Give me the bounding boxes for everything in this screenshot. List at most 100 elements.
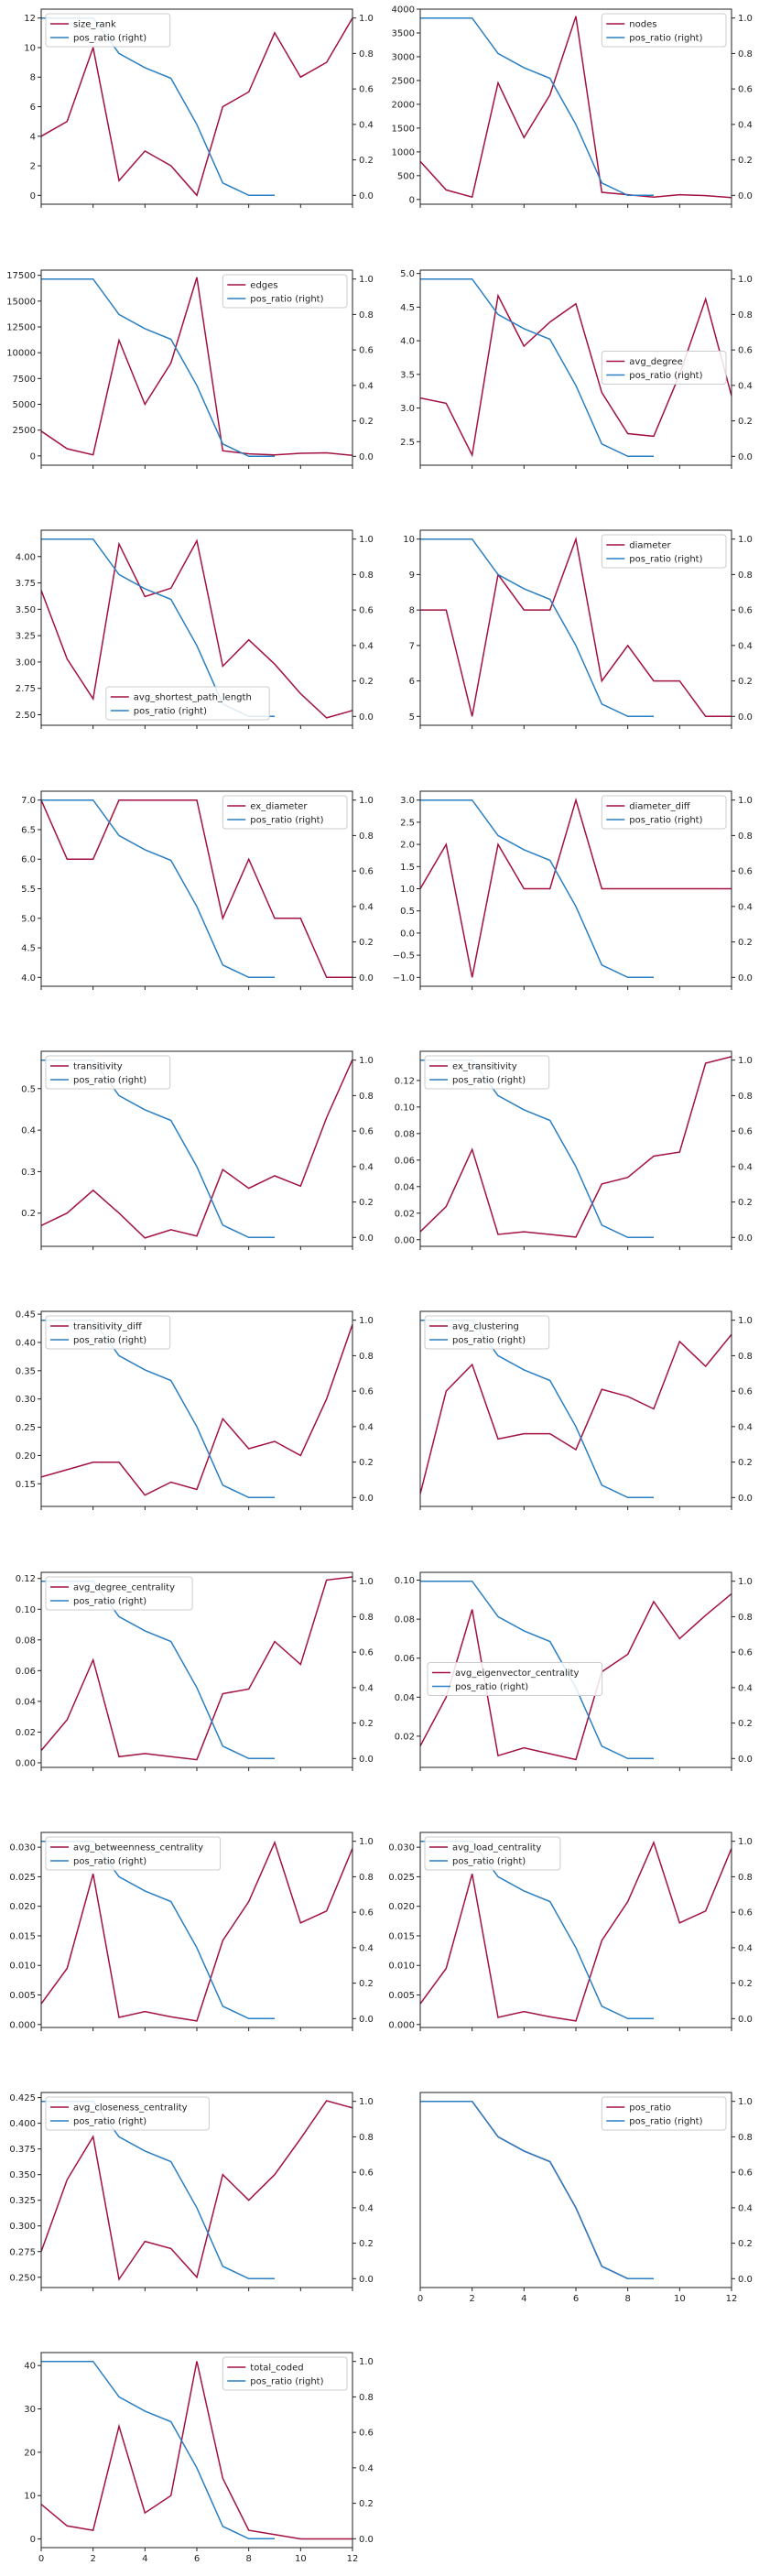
series-line-ex-diameter bbox=[41, 799, 352, 979]
series-line-transitivity bbox=[41, 1059, 352, 1239]
subplot-diameter-diff: −1.0 −0.5 0.0 0.5 1.0 1.5 2.0 2.5 3.0 0.0 0.2 0.4 0.… bbox=[393, 790, 753, 990]
y-tick-label-left: 0.10 bbox=[395, 1103, 415, 1113]
y-tick-label-right: 1.0 bbox=[738, 1577, 753, 1587]
plot-frame bbox=[419, 790, 732, 987]
y-tick-label-right: 0.0 bbox=[359, 2535, 374, 2545]
legend-label: transitivity_diff bbox=[73, 1322, 143, 1332]
subplot-nodes: 0 500 1000 1500 2000 2500 3000 3500 4000 0.0 0.2 0.… bbox=[392, 5, 753, 208]
y-tick-label-right: 0.4 bbox=[359, 2203, 374, 2213]
legend-box bbox=[601, 2096, 727, 2131]
y-tick-label-left: 3000 bbox=[392, 52, 415, 62]
legend: nodes pos_ratio (right) bbox=[601, 13, 727, 48]
y-tick-label-right: 0.2 bbox=[738, 1198, 753, 1208]
legend: ex_diameter pos_ratio (right) bbox=[222, 795, 348, 830]
y-tick-label-left: 1500 bbox=[392, 124, 415, 134]
y-tick-label-left: 2.50 bbox=[16, 711, 36, 721]
y-tick-label-left: 40 bbox=[24, 2362, 36, 2372]
series-line-pos-ratio bbox=[41, 2360, 275, 2540]
y-tick-label-left: 0.08 bbox=[395, 1615, 415, 1625]
series-line-pos-ratio bbox=[420, 1580, 654, 1760]
y-tick-label-left: 4.0 bbox=[21, 973, 36, 984]
legend-label: avg_degree bbox=[629, 357, 682, 367]
legend-label: pos_ratio (right) bbox=[250, 2377, 323, 2387]
y-tick-label-right: 0.8 bbox=[359, 1092, 374, 1102]
plot-frame bbox=[40, 269, 353, 466]
subplot-ex-transitivity: 0.00 0.02 0.04 0.06 0.08 0.10 0.12 0.0 0.2 0.4 0.6… bbox=[395, 1050, 753, 1250]
y-tick-label-right: 0.8 bbox=[738, 1613, 753, 1623]
subplot-total-coded: 0 2 4 6 8 10 12 0 10 20 30 40 0.0 0.2 0.4 0.6 0.8 1.0 tota… bbox=[24, 2352, 374, 2564]
y-tick-label-left: 3.00 bbox=[16, 658, 36, 668]
x-tick-label: 4 bbox=[521, 2294, 526, 2304]
legend-label: pos_ratio (right) bbox=[452, 1336, 526, 1346]
legend-label: avg_eigenvector_centrality bbox=[455, 1668, 580, 1679]
subplot-avg-clustering: 0.0 0.2 0.4 0.6 0.8 1.0 avg_clustering pos_rati… bbox=[419, 1310, 753, 1510]
y-tick-label-left: 0.400 bbox=[9, 2119, 36, 2129]
y-tick-label-right: 0.0 bbox=[359, 1234, 374, 1244]
legend-box bbox=[424, 1315, 550, 1350]
y-tick-label-right: 0.6 bbox=[359, 1648, 374, 1658]
y-tick-label-left: 0.20 bbox=[16, 1451, 36, 1462]
y-tick-label-left: 0.15 bbox=[16, 1480, 36, 1490]
y-tick-label-left: 8 bbox=[409, 606, 415, 616]
legend: total_coded pos_ratio (right) bbox=[222, 2356, 348, 2391]
y-tick-label-left: 0 bbox=[30, 191, 36, 201]
legend: size_rank pos_ratio (right) bbox=[45, 13, 171, 48]
y-tick-label-right: 0.2 bbox=[738, 2239, 753, 2249]
y-tick-label-right: 1.0 bbox=[359, 1056, 374, 1066]
y-tick-label-right: 1.0 bbox=[738, 1056, 753, 1066]
y-tick-label-left: 500 bbox=[397, 171, 415, 181]
legend-label: pos_ratio (right) bbox=[629, 555, 702, 565]
subplot-avg-degree-centrality: 0.00 0.02 0.04 0.06 0.08 0.10 0.12 0.0 0.2 0.4 0.6… bbox=[16, 1571, 374, 1771]
legend: avg_degree pos_ratio (right) bbox=[601, 351, 727, 385]
y-tick-label-left: 0.02 bbox=[395, 1732, 415, 1742]
y-tick-label-right: 0.6 bbox=[738, 1908, 753, 1918]
y-tick-label-right: 0.6 bbox=[359, 85, 374, 95]
y-tick-label-right: 0.2 bbox=[359, 677, 374, 687]
x-tick-label: 12 bbox=[726, 2294, 738, 2304]
legend-label: pos_ratio (right) bbox=[629, 371, 702, 381]
y-tick-label-right: 0.8 bbox=[359, 1873, 374, 1883]
plot-frame bbox=[419, 1831, 732, 2028]
y-tick-label-right: 1.0 bbox=[738, 1316, 753, 1326]
legend-box bbox=[45, 2096, 210, 2131]
series-line-diameter-diff bbox=[420, 798, 732, 978]
y-tick-label-left: 12500 bbox=[6, 322, 36, 332]
y-tick-label-left: 0.005 bbox=[388, 1991, 415, 2001]
legend-label: ex_transitivity bbox=[452, 1062, 517, 1072]
y-tick-label-right: 0.0 bbox=[738, 1234, 753, 1244]
y-tick-label-left: 3.25 bbox=[16, 632, 36, 642]
y-tick-label-right: 0.4 bbox=[738, 1422, 753, 1432]
y-tick-label-right: 0.8 bbox=[359, 1613, 374, 1623]
legend-label: pos_ratio (right) bbox=[629, 34, 702, 44]
legend-box bbox=[45, 1836, 222, 1871]
y-tick-label-right: 0.0 bbox=[359, 712, 374, 723]
y-tick-label-right: 1.0 bbox=[359, 535, 374, 545]
y-tick-label-left: 2500 bbox=[392, 76, 415, 86]
y-tick-label-right: 0.6 bbox=[359, 867, 374, 877]
legend-box bbox=[105, 686, 270, 721]
y-tick-label-left: 12 bbox=[24, 14, 36, 24]
x-tick-label: 4 bbox=[142, 2554, 147, 2564]
y-tick-label-right: 0.4 bbox=[359, 120, 374, 130]
y-tick-label-left: 8 bbox=[30, 73, 36, 83]
legend: pos_ratio pos_ratio (right) bbox=[601, 2096, 727, 2131]
y-tick-label-right: 0.6 bbox=[359, 1387, 374, 1397]
y-tick-label-right: 0.6 bbox=[359, 606, 374, 616]
legend-label: avg_load_centrality bbox=[452, 1843, 541, 1853]
y-tick-label-left: 0.40 bbox=[16, 1338, 36, 1348]
y-tick-label-left: −0.5 bbox=[393, 951, 415, 962]
y-tick-label-right: 1.0 bbox=[359, 1577, 374, 1587]
y-tick-label-left: 5.5 bbox=[21, 885, 36, 895]
y-tick-label-right: 0.8 bbox=[359, 1352, 374, 1362]
subplot-transitivity-diff: 0.15 0.20 0.25 0.30 0.35 0.40 0.45 0.0 0.2 0.4 0.6… bbox=[16, 1310, 374, 1510]
y-tick-label-left: 0.35 bbox=[16, 1366, 36, 1376]
series-line-size-rank bbox=[41, 17, 352, 197]
y-tick-label-right: 0.6 bbox=[359, 2168, 374, 2179]
y-tick-label-left: 7.0 bbox=[21, 796, 36, 806]
plot-frame bbox=[40, 1310, 353, 1507]
y-tick-label-left: 0.00 bbox=[395, 1235, 415, 1245]
y-tick-label-left: 2.0 bbox=[400, 841, 415, 851]
legend-label: pos_ratio (right) bbox=[250, 295, 323, 305]
y-tick-label-right: 0.4 bbox=[738, 1162, 753, 1172]
legend: edges pos_ratio (right) bbox=[222, 274, 348, 309]
